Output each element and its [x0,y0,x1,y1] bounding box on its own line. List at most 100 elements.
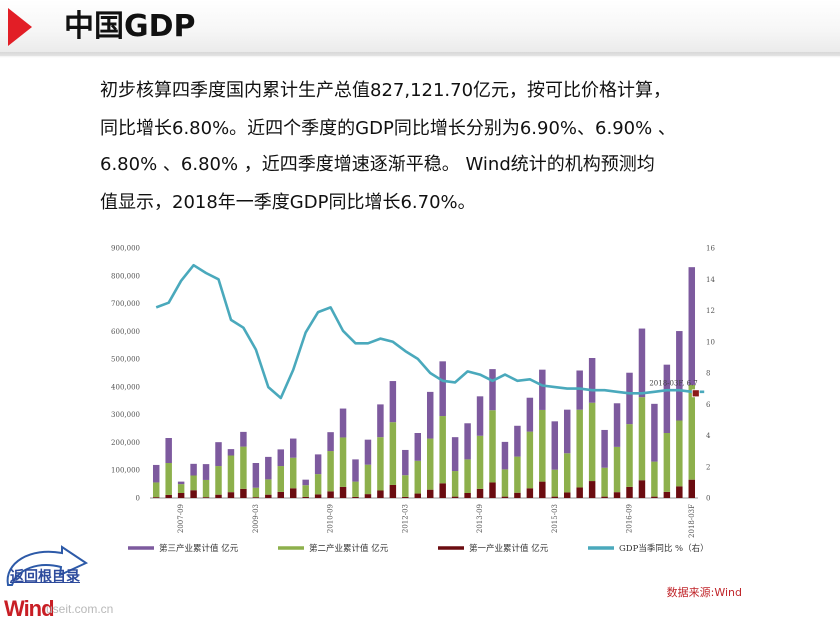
primary-industry-bar [227,492,235,498]
y-left-tick-label: 300,000 [111,411,140,419]
primary-industry-bar [439,483,446,498]
tertiary-industry-bar [339,408,347,438]
secondary-industry-bar [426,438,434,490]
primary-industry-bar [389,484,397,498]
primary-industry-bar [402,496,409,498]
secondary-industry-bar [489,410,496,483]
primary-industry-bar [377,490,384,498]
tertiary-industry-bar [377,404,384,438]
y-left-tick-label: 800,000 [111,272,140,280]
primary-industry-bar [576,487,583,498]
x-tick-label: 2016-09 [626,504,634,533]
primary-industry-bar [152,497,160,498]
secondary-industry-bar [663,433,671,492]
primary-industry-bar [539,481,546,498]
secondary-industry-bar [563,453,571,493]
secondary-industry-bar [202,479,210,498]
tertiary-industry-bar [489,369,496,411]
primary-industry-bar [314,494,322,498]
secondary-industry-bar [651,461,658,497]
tertiary-industry-bar [526,397,534,432]
return-home-link[interactable]: 返回根目录 [10,569,80,585]
primary-industry-bar [414,493,422,498]
tertiary-industry-bar [414,433,422,461]
primary-industry-bar [501,496,509,498]
tertiary-industry-bar [464,423,471,460]
primary-industry-bar [451,496,459,498]
primary-industry-bar [601,496,608,498]
secondary-industry-bar [464,459,471,493]
tertiary-industry-bar [327,432,334,452]
y-right-tick-label: 16 [706,245,715,253]
y-left-tick-label: 600,000 [111,328,140,336]
primary-industry-bar [215,494,222,498]
x-tick-label: 2018-03F [688,504,696,538]
legend-label: GDP当季同比 %（右） [619,543,709,554]
tertiary-industry-bar [177,481,185,485]
y-left-tick-label: 100,000 [111,467,140,475]
primary-industry-bar [277,491,285,498]
tertiary-industry-bar [651,403,658,462]
page-title: 中国GDP [64,9,196,44]
secondary-industry-bar [152,482,160,498]
tertiary-industry-bar [688,267,696,385]
y-right-tick-label: 2 [706,463,710,471]
tertiary-industry-bar [240,431,247,447]
header-shadow [0,52,840,58]
secondary-industry-bar [389,422,397,485]
tertiary-industry-bar [265,456,272,480]
secondary-industry-bar [327,451,334,492]
secondary-industry-bar [539,409,546,482]
y-left-tick-label: 200,000 [111,439,140,447]
tertiary-industry-bar [576,370,583,410]
primary-industry-bar [688,479,696,498]
tertiary-industry-bar [402,449,409,476]
tertiary-industry-bar [539,369,546,410]
tertiary-industry-bar [563,409,571,454]
primary-industry-bar [426,489,434,498]
x-tick-label: 2012-03 [401,504,409,533]
tertiary-industry-bar [352,459,359,482]
tertiary-industry-bar [476,396,484,436]
tertiary-industry-bar [426,391,434,439]
header-bar [0,0,840,56]
secondary-industry-bar [514,456,521,493]
primary-industry-bar [289,488,297,498]
data-source: 数据来源:Wind [666,586,742,599]
summary-line-3: 6.80% 、6.80% ，近四季度增速逐渐平稳。 Wind统计的机构预测均 [100,154,655,175]
header-arrow-icon [8,8,32,46]
tertiary-industry-bar [190,463,197,476]
return-arrow-icon[interactable] [0,545,100,590]
primary-industry-bar [526,488,534,498]
tertiary-industry-bar [364,439,372,465]
secondary-industry-bar [240,446,247,489]
y-right-tick-label: 12 [706,307,715,315]
legend-label: 第二产业累计值 亿元 [309,543,389,554]
tertiary-industry-bar [663,364,671,433]
primary-industry-bar [190,490,197,498]
summary-line-2: 同比增长6.80%。近四个季度的GDP同比增长分别为6.90%、6.90% 、 [100,118,676,139]
primary-industry-bar [676,486,683,498]
primary-industry-bar [489,482,496,498]
forecast-label: 2018-03F, 6.7 [649,379,697,387]
secondary-industry-bar [352,481,359,497]
y-left-tick-label: 900,000 [111,245,140,253]
tertiary-industry-bar [165,438,172,463]
tertiary-industry-bar [252,463,260,488]
secondary-industry-bar [215,466,222,495]
primary-industry-bar [302,496,309,498]
tertiary-industry-bar [613,403,621,447]
secondary-industry-bar [414,460,422,494]
secondary-industry-bar [439,416,446,484]
secondary-industry-bar [227,455,235,493]
tertiary-industry-bar [676,331,683,421]
primary-industry-bar [165,494,172,498]
watermark: useit.com.cn [46,602,114,616]
y-right-tick-label: 8 [706,370,710,378]
gdp-growth-line [155,263,705,400]
x-tick-label: 2007-09 [177,504,185,533]
secondary-industry-bar [377,437,384,491]
secondary-industry-bar [676,420,683,487]
y-left-tick-label: 0 [136,495,140,503]
primary-industry-bar [514,492,521,498]
